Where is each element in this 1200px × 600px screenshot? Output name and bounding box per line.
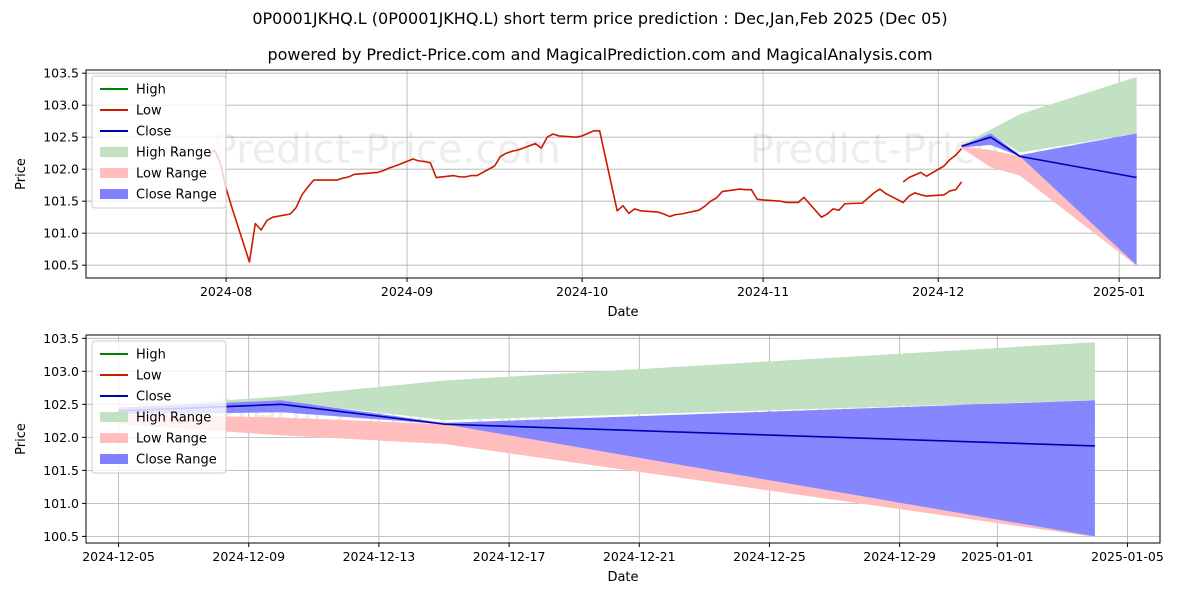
x-tick-label: 2024-12-21	[603, 549, 676, 564]
x-tick-label: 2024-12-13	[343, 549, 416, 564]
y-tick-label: 102.5	[43, 397, 79, 412]
x-tick-label: 2025-01	[1093, 284, 1145, 299]
y-tick-label: 103.0	[43, 364, 79, 379]
y-tick-label: 103.0	[43, 98, 79, 113]
legend-label-low: Low	[136, 104, 162, 119]
series-line-low	[902, 148, 963, 183]
x-tick-label: 2025-01-05	[1091, 549, 1164, 564]
x-axis-label: Date	[607, 570, 638, 585]
y-tick-label: 100.5	[43, 258, 79, 273]
watermark-text: Predict-Price.com	[213, 127, 561, 173]
chart-title: 0P0001JKHQ.L (0P0001JKHQ.L) short term p…	[252, 9, 948, 28]
y-tick-label: 102.0	[43, 430, 79, 445]
plot-frame	[85, 69, 1161, 279]
series-line-low	[207, 130, 963, 263]
x-tick-label: 2024-11	[737, 284, 789, 299]
legend-swatch-low-range	[100, 168, 128, 178]
legend-label-high: High	[136, 83, 166, 98]
y-tick-label: 102.0	[43, 162, 79, 177]
x-tick-label: 2024-12-29	[863, 549, 936, 564]
legend-label-close-range: Close Range	[136, 453, 217, 468]
chart-panel-history: Predict-Price.com Predict-Price.com2024-0…	[14, 66, 1161, 320]
y-axis-label: Price	[14, 423, 29, 455]
range-band-close-range	[118, 400, 1095, 537]
x-tick-label: 2024-12-25	[733, 549, 806, 564]
y-tick-label: 100.5	[43, 529, 79, 544]
legend-label-high-range: High Range	[136, 146, 211, 161]
legend-swatch-close-range	[100, 454, 128, 464]
y-tick-label: 101.0	[43, 226, 79, 241]
range-band-close-range	[961, 133, 1137, 266]
range-band-low-range	[961, 146, 1137, 266]
legend: High Low Close High Range Low Range Close Ran…	[91, 340, 227, 474]
legend-swatch-high-range	[100, 412, 128, 422]
legend-swatch-close-range	[100, 189, 128, 199]
x-tick-label: 2025-01-01	[961, 549, 1034, 564]
x-tick-label: 2024-12-05	[82, 549, 155, 564]
y-tick-label: 101.5	[43, 194, 79, 209]
chart-subtitle: powered by Predict-Price.com and Magical…	[267, 45, 933, 64]
legend-label-high: High	[136, 348, 166, 363]
x-axis-label: Date	[607, 305, 638, 320]
y-tick-label: 103.5	[43, 66, 79, 81]
y-tick-label: 103.5	[43, 331, 79, 346]
x-tick-label: 2024-12-09	[212, 549, 285, 564]
x-tick-label: 2024-09	[381, 284, 433, 299]
y-axis-label: Price	[14, 158, 29, 190]
legend-label-high-range: High Range	[136, 411, 211, 426]
legend-label-close: Close	[136, 390, 171, 405]
legend-swatch-low-range	[100, 433, 128, 443]
range-band-high-range	[961, 77, 1137, 153]
legend-label-low-range: Low Range	[136, 167, 207, 182]
y-tick-label: 101.5	[43, 463, 79, 478]
plot-frame	[85, 334, 1161, 544]
legend-label-low-range: Low Range	[136, 432, 207, 447]
legend-label-close: Close	[136, 125, 171, 140]
legend: High Low Close High Range Low Range Close Ran…	[91, 75, 227, 209]
legend-label-low: Low	[136, 369, 162, 384]
legend-label-close-range: Close Range	[136, 188, 217, 203]
y-tick-label: 101.0	[43, 496, 79, 511]
legend-swatch-high-range	[100, 147, 128, 157]
range-band-high-range	[118, 342, 1095, 421]
series-line-close	[961, 136, 1137, 179]
chart-panel-forecast: Predict-Price.comPredict-Price.com2024-1…	[14, 331, 1164, 585]
x-tick-label: 2024-10	[556, 284, 608, 299]
x-tick-label: 2024-08	[200, 284, 252, 299]
x-tick-label: 2024-12-17	[473, 549, 546, 564]
y-tick-label: 102.5	[43, 130, 79, 145]
x-tick-label: 2024-12	[912, 284, 964, 299]
